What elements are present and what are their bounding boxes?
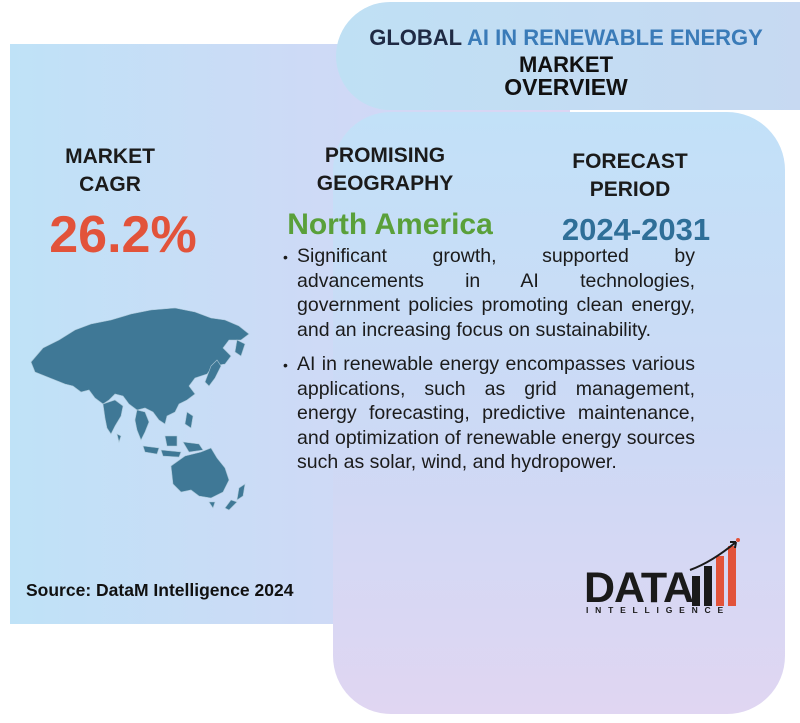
logo-subtitle: INTELLIGENCE [586,605,730,615]
title-line-2: MARKET [518,52,614,77]
forecast-value: 2024-2031 [561,212,711,247]
forecast-label-line-2: PERIOD [589,178,671,201]
asia-pacific-map-icon [30,307,250,511]
bullet-text: AI in renewable energy encompasses vario… [297,353,695,473]
cagr-label-line-1: MARKET [65,145,155,168]
geography-value: North America [287,208,493,241]
forecast-label-line-1: FORECAST [572,150,688,173]
source-note: Source: DataM Intelligence 2024 [26,580,294,600]
geography-label-line-2: GEOGRAPHY [316,172,454,195]
title-banner [336,2,800,110]
right-background-panel [333,112,785,714]
cagr-label: MARKET CAGR [50,143,170,199]
bullet-dot-icon: • [283,249,288,265]
bullet-dot-icon: • [283,357,288,373]
datam-logo: DATA INTELLIGENCE [584,536,744,626]
bullet-text: Significant growth, supported by advance… [297,245,695,341]
geography-label-line-1: PROMISING [324,144,446,167]
bullet-list: • Significant growth, supported by advan… [283,244,695,485]
logo-wordmark: DATA [584,564,694,612]
bullet-item: • Significant growth, supported by advan… [283,244,695,342]
title-line-3: OVERVIEW [504,74,628,100]
cagr-label-line-2: CAGR [79,173,141,196]
geography-label: PROMISING GEOGRAPHY [290,142,480,198]
cagr-value: 26.2% [49,206,197,264]
title-highlight: AI IN RENEWABLE ENERGY [466,25,763,50]
datam-logo-bars-icon [689,538,740,606]
bullet-item: • AI in renewable energy encompasses var… [283,352,695,475]
title-line-1: GLOBAL AI IN RENEWABLE ENERGY [346,25,786,51]
forecast-label: FORECAST PERIOD [545,148,715,204]
title-prefix: GLOBAL [369,25,462,50]
